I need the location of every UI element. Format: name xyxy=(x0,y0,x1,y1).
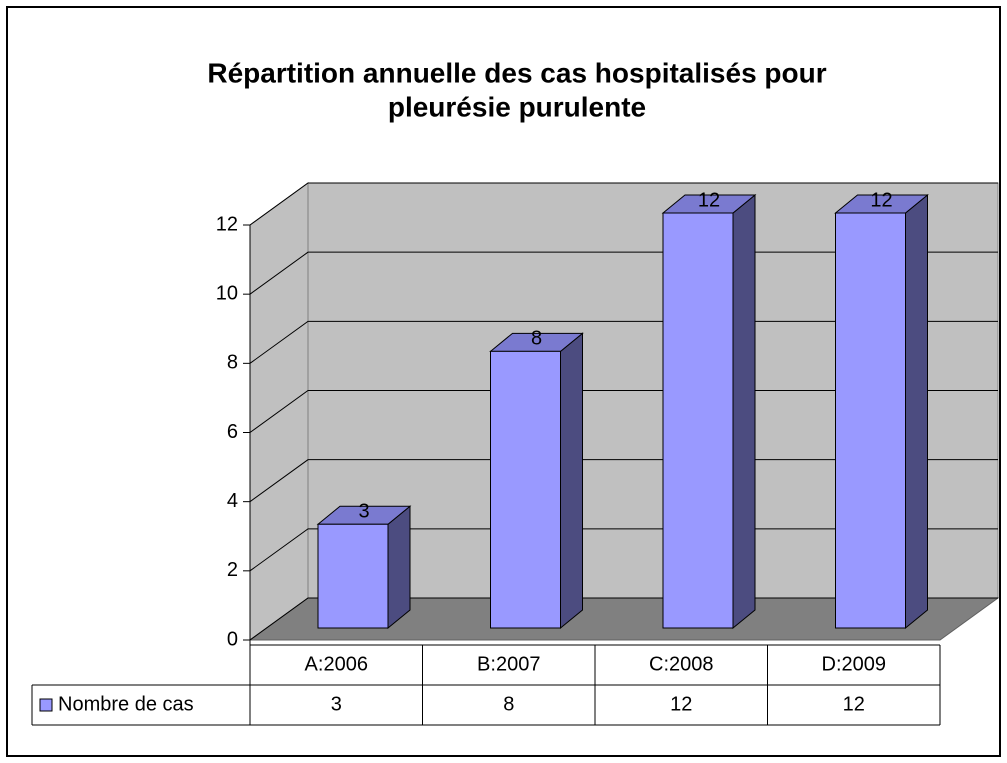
grid-line xyxy=(249,459,998,503)
legend-key xyxy=(39,698,53,712)
chart-title: pleurésie purulente xyxy=(388,91,646,122)
y-tick-label: 12 xyxy=(216,213,238,235)
table-value: 3 xyxy=(331,693,342,715)
grid-line xyxy=(249,390,998,433)
y-tick-label: 8 xyxy=(227,352,238,374)
bar xyxy=(490,350,561,629)
table-value: 12 xyxy=(843,693,865,715)
bar xyxy=(835,212,906,629)
bar xyxy=(317,523,389,629)
chart-title: Répartition annuelle des cas hospitalisé… xyxy=(207,57,826,88)
table-value: 12 xyxy=(670,693,692,715)
y-tick-label: 6 xyxy=(227,421,238,443)
grid-line xyxy=(249,251,998,295)
data-label: 8 xyxy=(531,328,542,350)
bar-side xyxy=(560,332,583,630)
x-tick-label: C:2008 xyxy=(649,653,714,675)
data-label: 12 xyxy=(698,189,720,211)
x-tick-label: B:2007 xyxy=(477,653,540,675)
grid-line xyxy=(249,528,998,572)
grid-line xyxy=(249,320,998,364)
bar-side xyxy=(905,193,928,630)
bar xyxy=(662,212,734,629)
grid-line xyxy=(249,182,998,226)
x-tick-label: D:2009 xyxy=(822,653,887,675)
bar-side xyxy=(387,505,411,630)
data-label: 3 xyxy=(358,501,369,523)
y-tick-label: 10 xyxy=(216,282,238,304)
table-value: 8 xyxy=(503,693,514,715)
legend-label: Nombre de cas xyxy=(58,693,194,715)
y-tick-label: 2 xyxy=(227,559,238,581)
y-tick-label: 4 xyxy=(227,490,238,512)
data-label: 12 xyxy=(870,189,892,211)
bar-side xyxy=(732,193,756,630)
grid-line xyxy=(249,597,998,641)
x-tick-label: A:2006 xyxy=(305,653,368,675)
y-tick-label: 0 xyxy=(227,628,238,650)
